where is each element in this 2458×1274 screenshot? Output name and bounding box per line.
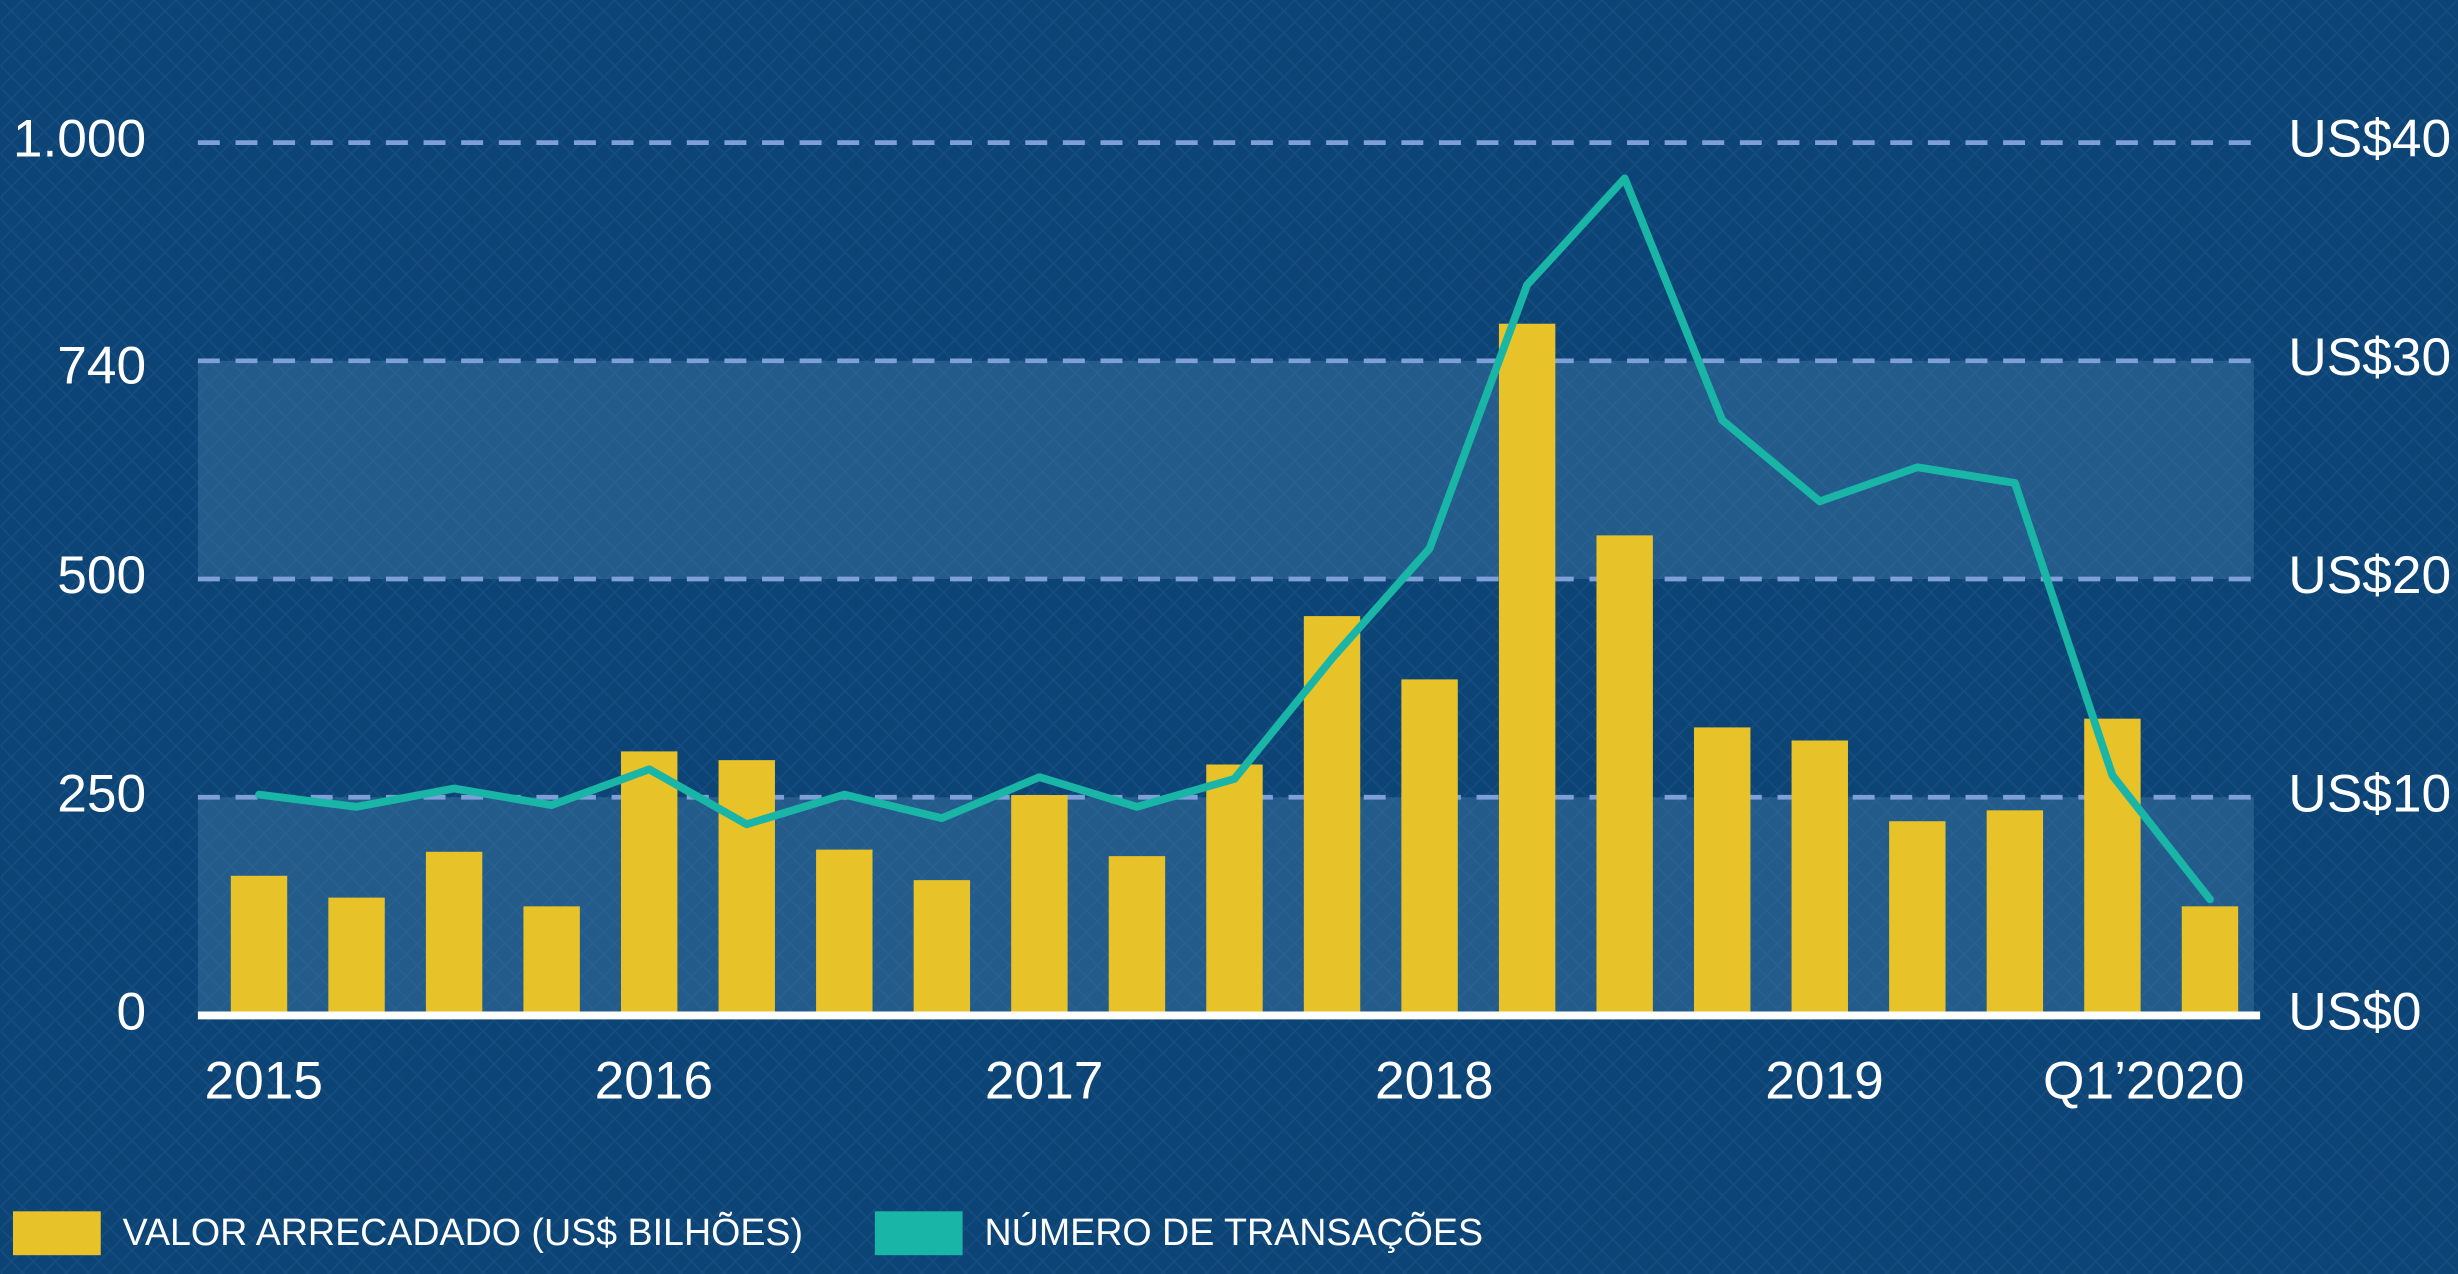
y2-tick-label: US$10 xyxy=(2288,764,2451,823)
bar xyxy=(1108,856,1166,1016)
y-tick-label: 1.000 xyxy=(13,110,146,169)
bar xyxy=(718,760,775,1016)
x-tick-label: 2018 xyxy=(1375,1051,1494,1110)
bar xyxy=(1791,740,1848,1016)
bar xyxy=(1694,727,1751,1016)
bar xyxy=(1401,679,1458,1016)
bar xyxy=(1889,821,1946,1016)
y-tick-label: 250 xyxy=(57,764,146,823)
y-tick-label: 740 xyxy=(57,337,146,396)
bar xyxy=(2181,906,2239,1016)
bar xyxy=(1206,764,1263,1016)
x-tick-label: 2015 xyxy=(204,1051,323,1110)
bar xyxy=(620,751,678,1016)
y-tick-label: 0 xyxy=(117,983,147,1042)
y2-tick-label: US$0 xyxy=(2288,983,2421,1042)
x-tick-label: 2019 xyxy=(1765,1051,1884,1110)
y2-tick-label: US$40 xyxy=(2288,110,2451,169)
bar xyxy=(1596,535,1653,1016)
bar xyxy=(425,851,483,1016)
legend-label: VALOR ARRECADADO (US$ BILHÕES) xyxy=(123,1211,803,1253)
x-tick-label: Q1’2020 xyxy=(2043,1051,2244,1110)
bar xyxy=(230,875,288,1016)
bar xyxy=(1986,810,2044,1016)
bar xyxy=(328,897,385,1016)
line xyxy=(255,174,2214,904)
y2-tick-label: US$20 xyxy=(2288,546,2451,605)
bar xyxy=(523,906,580,1016)
x-tick-label: 2016 xyxy=(595,1051,714,1110)
y2-tick-label: US$30 xyxy=(2288,328,2451,387)
legend-swatch xyxy=(12,1211,101,1256)
bar xyxy=(816,849,873,1016)
legend-swatch xyxy=(874,1211,963,1256)
bar xyxy=(1498,323,1556,1016)
bar xyxy=(1011,795,1068,1016)
y-tick-label: 500 xyxy=(57,546,146,605)
bar xyxy=(1303,616,1361,1016)
legend-label: NÚMERO DE TRANSAÇÕES xyxy=(985,1211,1484,1253)
bar xyxy=(913,880,971,1016)
x-tick-label: 2017 xyxy=(985,1051,1104,1110)
